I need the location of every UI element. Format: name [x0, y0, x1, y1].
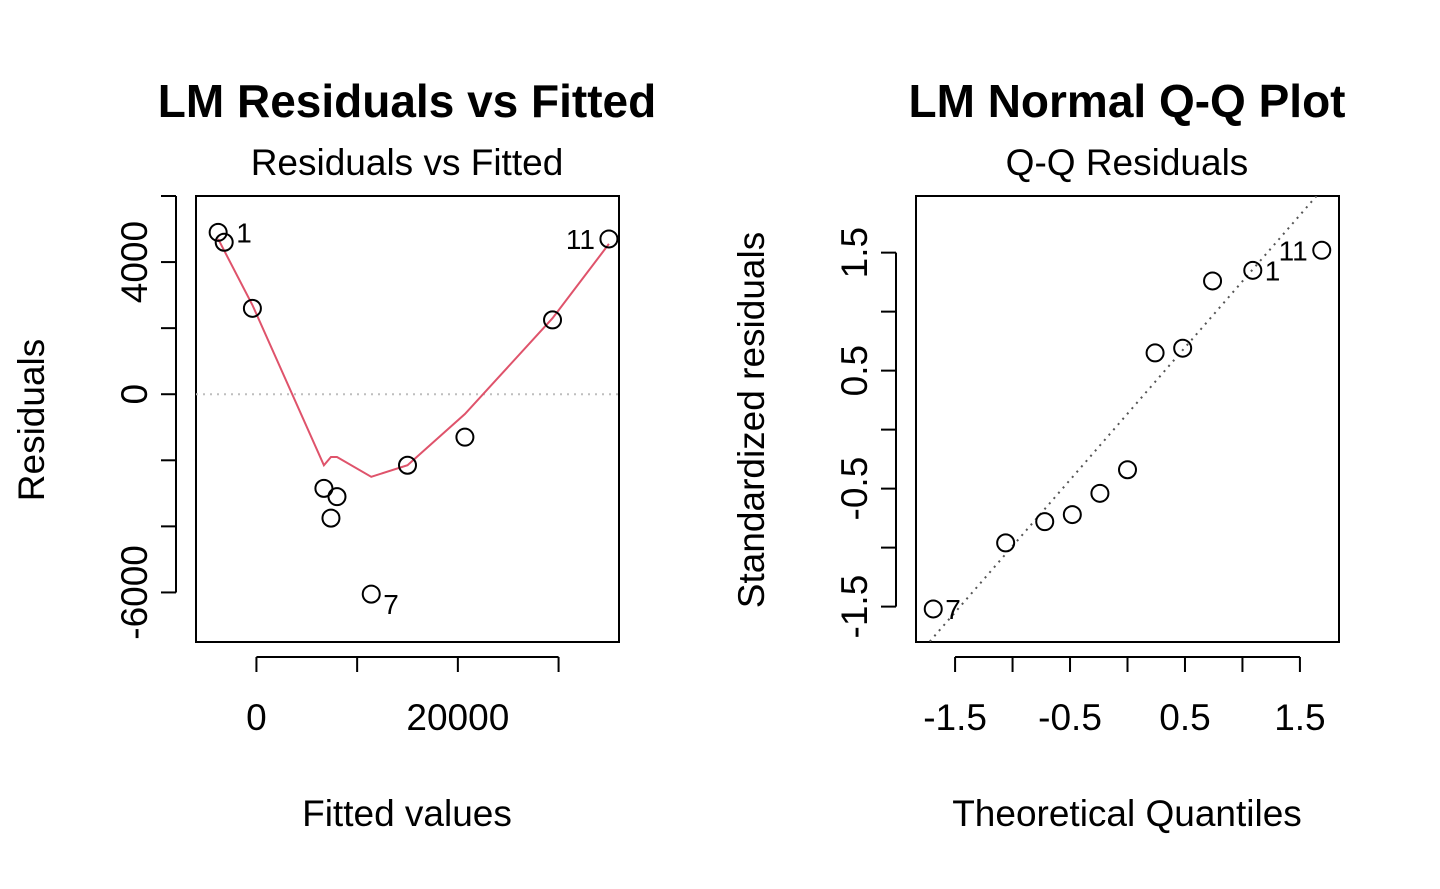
y-axis-label-standardized-residuals: Standardized residuals — [731, 232, 772, 608]
point-label: 1 — [1265, 255, 1281, 286]
data-point — [398, 455, 417, 475]
x-tick-label: 0 — [246, 697, 267, 738]
y-axis-label-residuals: Residuals — [11, 339, 52, 501]
point-label: 1 — [236, 217, 252, 248]
chart-title-normal-qq: LM Normal Q-Q Plot — [909, 75, 1346, 127]
data-point — [543, 310, 563, 330]
data-point — [599, 229, 619, 249]
chart-subtitle-qq-residuals: Q-Q Residuals — [1006, 142, 1249, 183]
x-tick-label: 1.5 — [1274, 697, 1325, 738]
data-point — [455, 427, 475, 447]
x-tick-label: 0.5 — [1159, 697, 1210, 738]
data-point — [242, 298, 262, 318]
y-tick-label: -6000 — [114, 545, 155, 640]
data-point — [1173, 338, 1193, 358]
x-tick-label: -1.5 — [923, 697, 987, 738]
point-label: 7 — [945, 594, 961, 625]
point-label: 7 — [383, 589, 399, 620]
residuals-vs-fitted-panel: LM Residuals vs Fitted Residuals vs Fitt… — [11, 75, 656, 834]
chart-title-residuals-vs-fitted: LM Residuals vs Fitted — [158, 75, 656, 127]
y-tick-label: -0.5 — [834, 457, 875, 521]
data-point — [1062, 505, 1082, 525]
data-point — [1118, 460, 1137, 480]
data-point — [214, 232, 234, 252]
x-tick-label: -0.5 — [1038, 697, 1102, 738]
data-point — [1090, 483, 1110, 503]
y-tick-label: -1.5 — [834, 575, 875, 639]
point-label: 11 — [566, 224, 595, 255]
data-point — [327, 487, 347, 507]
y-tick-label: 0 — [114, 384, 155, 405]
point-label: 11 — [1279, 235, 1308, 266]
x-axis-label-fitted-values: Fitted values — [302, 793, 512, 834]
x-axis-label-theoretical-quantiles: Theoretical Quantiles — [952, 793, 1302, 834]
plot-frame — [915, 195, 1340, 643]
axes: 0 20000 -6000 0 4000 — [114, 195, 560, 738]
chart-subtitle-residuals-vs-fitted: Residuals vs Fitted — [251, 142, 564, 183]
y-tick-label: 4000 — [114, 221, 155, 303]
axes: -1.5 -0.5 0.5 1.5 -1.5 -0.5 0.5 1.5 — [834, 227, 1326, 738]
smoother-line — [217, 238, 610, 478]
qq-reference-line — [927, 196, 1318, 642]
normal-qq-panel: LM Normal Q-Q Plot Q-Q Residuals Theoret… — [731, 75, 1346, 834]
data-point — [1145, 343, 1165, 363]
data-point — [1312, 240, 1332, 260]
data-point — [361, 584, 381, 604]
x-tick-label: 20000 — [406, 697, 509, 738]
data-point — [1035, 512, 1055, 532]
data-point — [996, 533, 1016, 553]
y-tick-label: 1.5 — [834, 227, 875, 278]
data-point — [1203, 271, 1223, 291]
data-point — [1243, 260, 1263, 280]
data-point — [321, 508, 341, 528]
data-point — [208, 222, 228, 242]
plot-frame — [195, 195, 620, 643]
data-point — [923, 599, 943, 619]
data-marks: 7 111 — [923, 196, 1332, 642]
y-tick-label: 0.5 — [834, 345, 875, 396]
